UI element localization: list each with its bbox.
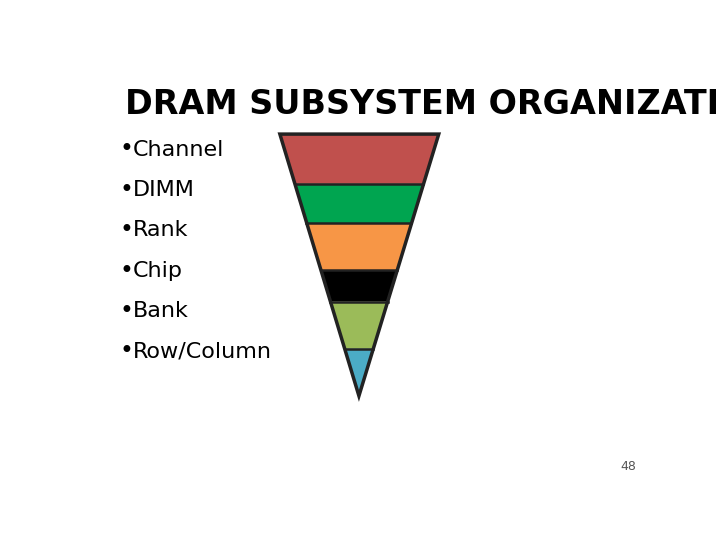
Text: DIMM: DIMM <box>132 180 194 200</box>
Text: 48: 48 <box>621 460 636 473</box>
Text: Rank: Rank <box>132 220 188 240</box>
Polygon shape <box>294 184 423 223</box>
Text: •: • <box>120 138 133 161</box>
Text: •: • <box>120 259 133 282</box>
Text: •: • <box>120 299 133 323</box>
Text: Channel: Channel <box>132 139 224 159</box>
Polygon shape <box>345 349 373 396</box>
Polygon shape <box>279 134 438 184</box>
Polygon shape <box>307 223 411 270</box>
Text: •: • <box>120 218 133 242</box>
Text: Bank: Bank <box>132 301 189 321</box>
Text: Row/Column: Row/Column <box>132 341 271 361</box>
Text: •: • <box>120 339 133 363</box>
Polygon shape <box>321 270 397 302</box>
Polygon shape <box>330 302 387 349</box>
Text: Chip: Chip <box>132 260 183 281</box>
Text: •: • <box>120 178 133 202</box>
Text: DRAM SUBSYSTEM ORGANIZATION: DRAM SUBSYSTEM ORGANIZATION <box>125 88 720 121</box>
